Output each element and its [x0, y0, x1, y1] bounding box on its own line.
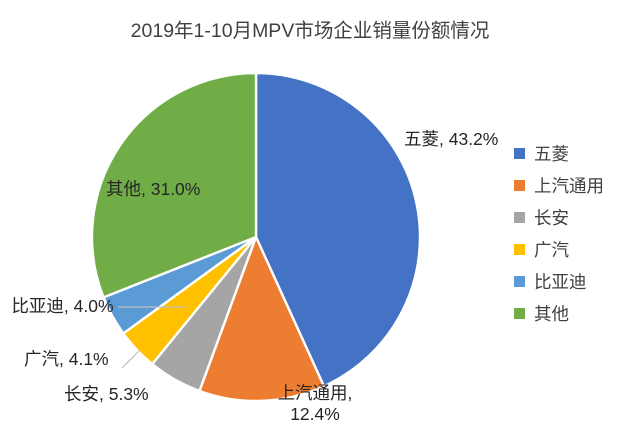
legend-item-wuling[interactable]: 五菱 — [514, 137, 614, 169]
legend-swatch-icon — [514, 307, 525, 319]
legend-swatch-icon — [514, 243, 525, 255]
legend-item-label: 长安 — [534, 207, 569, 228]
legend-swatch-icon — [514, 275, 525, 287]
leader-line-gac — [121, 349, 141, 369]
legend-item-label: 广汽 — [534, 239, 569, 260]
legend-item-other[interactable]: 其他 — [514, 297, 614, 329]
pie-slice[interactable] — [90, 71, 258, 299]
legend-item-saic-gm[interactable]: 上汽通用 — [514, 169, 614, 201]
pie-slice[interactable] — [198, 235, 326, 403]
pie-label-other: 其他, 31.0% — [106, 179, 201, 199]
legend-item-label: 上汽通用 — [534, 175, 604, 196]
legend-item-label: 比亚迪 — [534, 271, 587, 292]
legend-item-label: 其他 — [534, 303, 569, 324]
pie-label-saic-gm: 上汽通用, 12.4% — [277, 383, 353, 425]
legend-item-changan[interactable]: 长安 — [514, 201, 614, 233]
chart-title: 2019年1-10月MPV市场企业销量份额情况 — [130, 20, 490, 42]
pie-label-gac: 广汽, 4.1% — [24, 349, 109, 369]
pie-label-changan: 长安, 5.3% — [64, 384, 149, 404]
pie-slice[interactable] — [254, 71, 422, 388]
pie-slices — [90, 71, 422, 403]
legend-swatch-icon — [514, 147, 525, 159]
legend-item-byd[interactable]: 比亚迪 — [514, 265, 614, 297]
legend-item-gac[interactable]: 广汽 — [514, 233, 614, 265]
legend-swatch-icon — [514, 179, 525, 191]
leader-lines — [118, 306, 185, 369]
pie-label-wuling: 五菱, 43.2% — [404, 129, 499, 149]
pie-label-byd: 比亚迪, 4.0% — [11, 296, 114, 316]
legend-swatch-icon — [514, 211, 525, 223]
legend-item-label: 五菱 — [534, 143, 569, 164]
legend: 五菱 上汽通用 长安 广汽 比亚迪 其他 — [514, 137, 614, 329]
